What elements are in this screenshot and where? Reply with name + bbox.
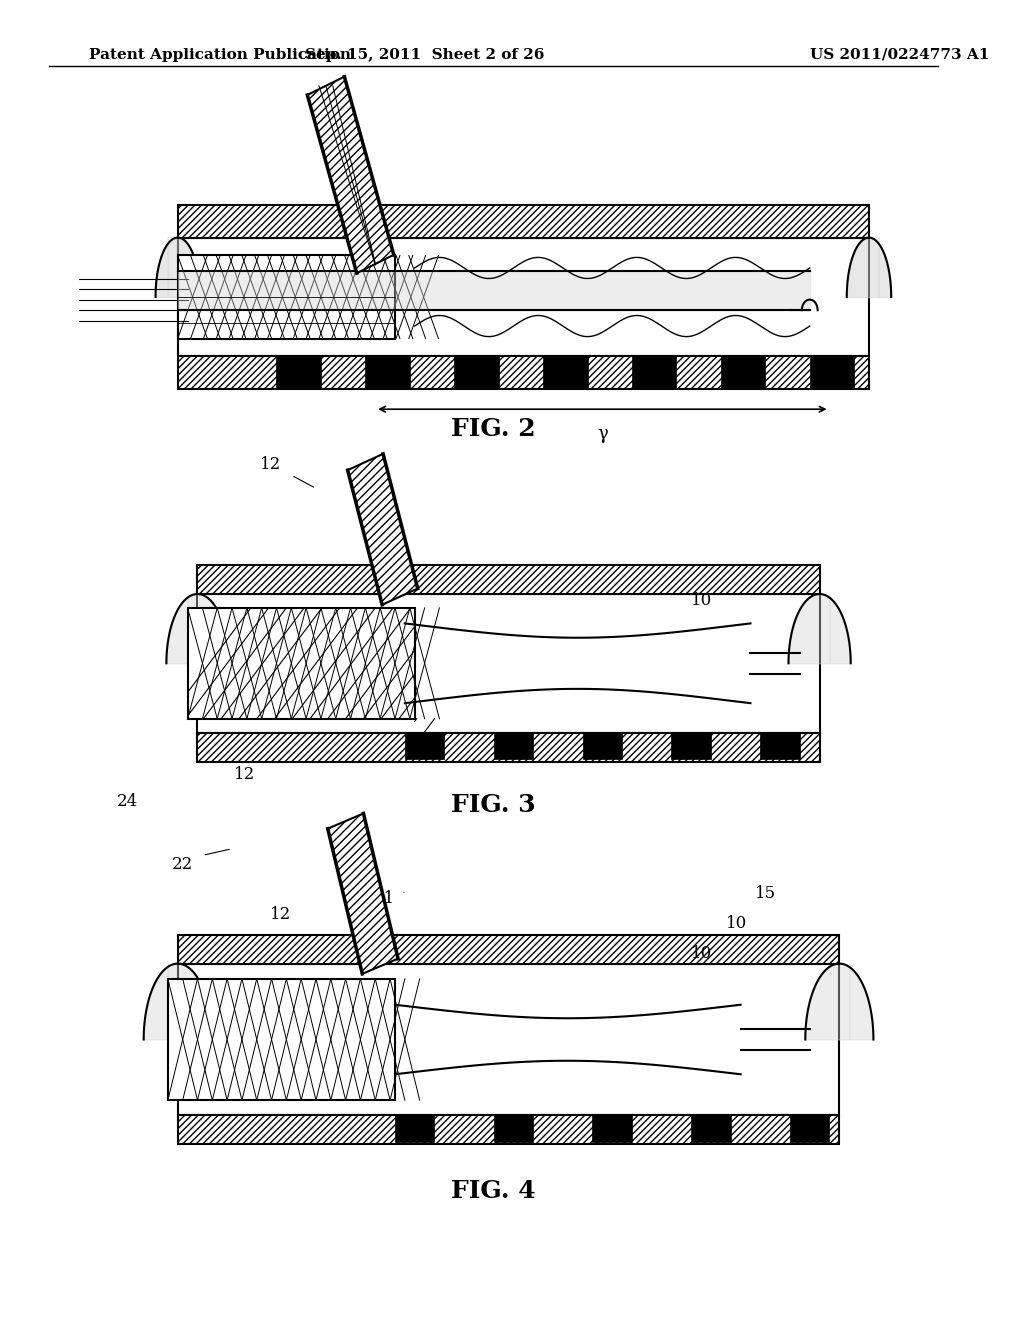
Text: 12: 12	[233, 767, 255, 783]
Bar	[721, 356, 765, 388]
Text: Patent Application Publication: Patent Application Publication	[89, 48, 351, 62]
Polygon shape	[328, 813, 398, 974]
Text: 10: 10	[691, 593, 713, 609]
Bar	[632, 356, 677, 388]
Text: US 2011/0224773 A1: US 2011/0224773 A1	[810, 48, 989, 62]
Bar	[691, 1115, 731, 1142]
Text: 24: 24	[117, 793, 138, 809]
Text: 11: 11	[374, 891, 395, 907]
Bar	[178, 935, 840, 964]
Text: 11: 11	[393, 566, 415, 582]
Bar	[178, 964, 840, 1115]
Bar	[790, 1115, 829, 1142]
Polygon shape	[307, 77, 394, 273]
Bar	[178, 256, 395, 339]
Bar	[761, 733, 800, 759]
Text: 10: 10	[726, 916, 748, 932]
Text: 15: 15	[756, 886, 776, 902]
Bar	[672, 733, 711, 759]
Bar	[187, 607, 415, 718]
Bar	[543, 356, 588, 388]
Text: Sep. 15, 2011  Sheet 2 of 26: Sep. 15, 2011 Sheet 2 of 26	[305, 48, 545, 62]
Bar	[583, 733, 623, 759]
Bar	[494, 1115, 534, 1142]
Bar	[168, 978, 395, 1101]
Text: γ: γ	[597, 425, 607, 444]
Text: FIG. 3: FIG. 3	[452, 793, 536, 817]
Bar	[404, 733, 444, 759]
Text: FIG. 2: FIG. 2	[452, 417, 536, 441]
Bar	[178, 238, 869, 356]
Text: 12: 12	[270, 907, 291, 923]
Bar	[178, 205, 869, 238]
Bar	[198, 565, 819, 594]
Bar	[276, 356, 321, 388]
Text: 11: 11	[354, 923, 375, 939]
Bar	[178, 1115, 840, 1144]
Bar	[810, 356, 854, 388]
Bar	[366, 356, 410, 388]
Bar	[178, 356, 869, 389]
Bar	[198, 594, 819, 733]
Text: 10: 10	[691, 945, 713, 961]
Bar	[395, 1115, 434, 1142]
Text: 22: 22	[172, 857, 194, 873]
Text: FIG. 4: FIG. 4	[452, 1179, 536, 1203]
Text: 12: 12	[260, 457, 282, 473]
Bar	[198, 733, 819, 762]
Bar	[494, 733, 534, 759]
Bar	[455, 356, 499, 388]
Polygon shape	[347, 454, 418, 605]
Bar	[593, 1115, 632, 1142]
